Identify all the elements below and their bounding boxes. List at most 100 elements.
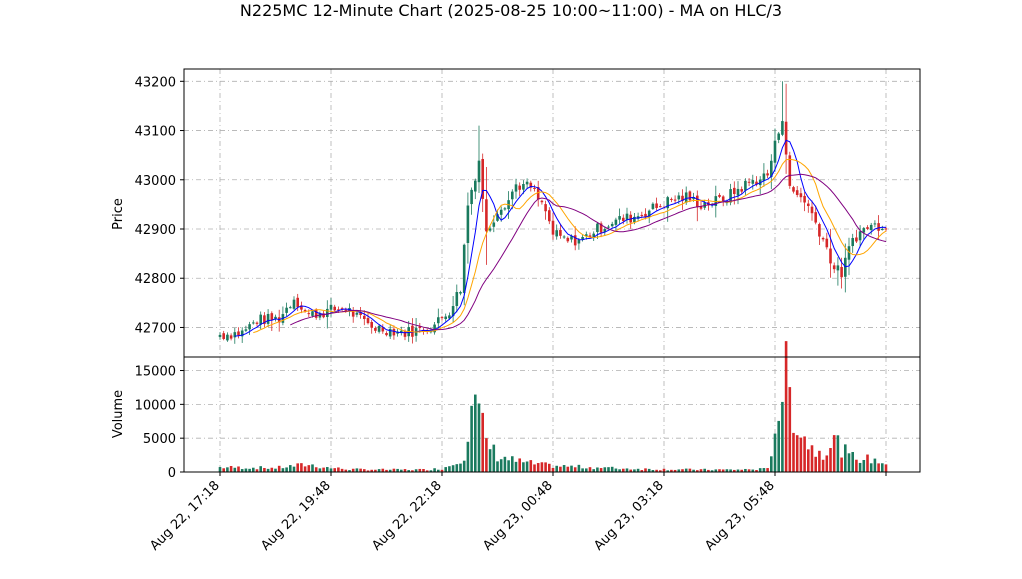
volume-bar	[596, 467, 599, 472]
candle-body	[448, 315, 451, 319]
volume-bar	[714, 469, 718, 472]
candle-body	[570, 236, 573, 240]
volume-bar	[266, 468, 270, 472]
candle-body	[618, 216, 621, 220]
volume-bar	[825, 455, 829, 472]
candle-body	[292, 299, 296, 309]
candle-body	[488, 228, 492, 231]
volume-bar	[366, 470, 370, 472]
candle-body	[340, 308, 344, 310]
candle-body	[451, 306, 455, 317]
candle-body	[481, 158, 484, 199]
candle-body	[818, 224, 821, 237]
volume-bar	[566, 466, 570, 472]
candle-body	[385, 333, 388, 336]
candle-body	[740, 189, 743, 192]
volume-bar	[425, 470, 429, 472]
candle-body	[355, 312, 359, 315]
volume-bar	[551, 467, 555, 472]
candle-body	[581, 236, 584, 240]
volume-tick-label: 5000	[143, 432, 176, 447]
volume-bar	[496, 461, 499, 472]
volume-bar	[814, 456, 817, 472]
volume-bar	[385, 469, 388, 472]
candle-body	[492, 222, 496, 227]
candle-body	[403, 330, 407, 337]
candle-body	[614, 219, 618, 225]
volume-bar	[588, 467, 592, 472]
candle-body	[840, 266, 843, 278]
volume-bar	[433, 468, 436, 472]
volume-bar	[503, 456, 507, 472]
candle-body	[551, 220, 555, 235]
price-axis-label: Price	[111, 198, 126, 230]
candle-body	[640, 214, 644, 216]
candle-body	[529, 182, 533, 188]
volume-bar	[666, 470, 669, 472]
price-panel-frame	[183, 68, 921, 358]
volume-bar	[762, 468, 766, 472]
volume-bar	[773, 433, 777, 472]
volume-bar	[337, 467, 340, 472]
candle-body	[381, 327, 385, 332]
volume-bar	[629, 469, 632, 472]
volume-bar	[348, 470, 351, 472]
candle-body	[296, 297, 299, 308]
volume-bar	[340, 468, 344, 472]
candle-body	[274, 316, 277, 319]
volume-bar	[303, 466, 307, 472]
candle-body	[721, 196, 725, 203]
candle-body	[311, 311, 314, 316]
volume-bar	[836, 435, 840, 472]
price-grid	[184, 69, 920, 357]
candle-body	[248, 324, 251, 330]
candle-body	[655, 203, 658, 208]
volume-bar	[644, 468, 647, 472]
candle-body	[544, 204, 547, 212]
volume-bar	[514, 461, 518, 472]
candle-body	[807, 203, 810, 207]
volume-bar	[614, 468, 618, 472]
candle-body	[744, 180, 747, 191]
candle-body	[592, 233, 595, 239]
candle-body	[651, 203, 655, 209]
volume-bar	[618, 469, 621, 472]
candle-body	[777, 133, 780, 140]
volume-bar	[670, 469, 673, 472]
volume-bar	[744, 468, 747, 472]
candle-body	[762, 173, 766, 181]
candle-body	[773, 140, 777, 163]
volume-bar	[270, 467, 274, 472]
volume-bar	[725, 469, 729, 472]
candle-body	[647, 210, 651, 217]
volume-bar	[292, 466, 296, 472]
candle-body	[496, 214, 499, 221]
volume-bar	[710, 470, 714, 472]
candle-body	[832, 265, 836, 270]
volume-bar	[370, 469, 373, 472]
volume-y-axis: 0 5000 10000 15000	[135, 365, 184, 481]
volume-bar	[322, 467, 325, 472]
candle-body	[884, 228, 888, 230]
volume-bar	[314, 467, 318, 472]
volume-bar	[570, 465, 573, 472]
candle-body	[699, 206, 703, 209]
volume-bar	[651, 470, 655, 472]
volume-bar	[592, 469, 595, 472]
volume-bar	[466, 441, 470, 472]
volume-bar	[289, 465, 292, 472]
volume-bar	[329, 468, 333, 472]
volume-bar	[784, 341, 788, 472]
x-tick-label: Aug 22, 22:18	[369, 478, 445, 554]
volume-bar	[355, 468, 359, 472]
volume-bar	[869, 463, 873, 472]
candle-body	[514, 184, 518, 192]
candle-body	[733, 187, 736, 195]
volume-bar	[573, 467, 577, 472]
candle-body	[688, 191, 692, 201]
ma-long-line	[290, 173, 887, 331]
candle-body	[485, 199, 488, 232]
candle-body	[622, 217, 625, 221]
candle-body	[522, 184, 525, 190]
volume-bar	[311, 464, 314, 472]
